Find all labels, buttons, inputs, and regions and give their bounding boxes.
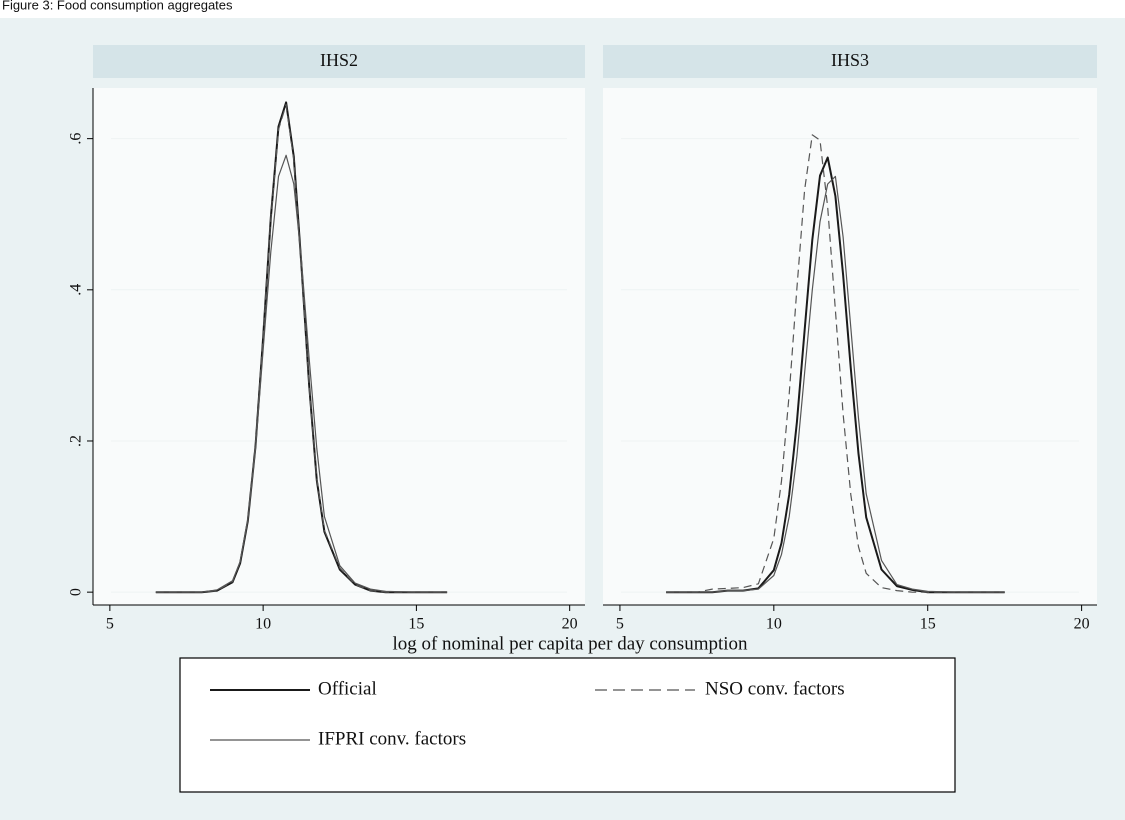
y-tick-label: .4 [68, 284, 85, 296]
caption: Figure 3: Food consumption aggregates [2, 0, 233, 12]
panel-title: IHS2 [320, 50, 358, 70]
legend-label: IFPRI conv. factors [318, 728, 466, 749]
density-line [155, 104, 448, 593]
y-tick-label: 0 [68, 588, 85, 596]
x-tick-label: 15 [408, 616, 424, 633]
panel-header [603, 45, 1097, 78]
x-tick-label: 20 [562, 616, 578, 633]
density-line [666, 134, 1005, 593]
x-tick-label: 10 [766, 616, 782, 633]
x-tick-label: 20 [1074, 616, 1090, 633]
panel-title: IHS3 [831, 50, 869, 70]
legend-label: NSO conv. factors [705, 678, 845, 699]
x-tick-label: 5 [616, 616, 624, 633]
y-tick-label: .2 [68, 435, 85, 447]
x-tick-label: 5 [106, 616, 114, 633]
x-axis-label: log of nominal per capita per day consum… [392, 633, 748, 654]
y-tick-label: .6 [68, 133, 85, 145]
density-line [666, 175, 1005, 593]
plot-area [93, 88, 585, 605]
legend [179, 657, 956, 793]
panel-header [93, 45, 585, 78]
x-tick-label: 15 [920, 616, 936, 633]
legend-label: Official [318, 678, 377, 699]
x-tick-label: 10 [255, 616, 271, 633]
